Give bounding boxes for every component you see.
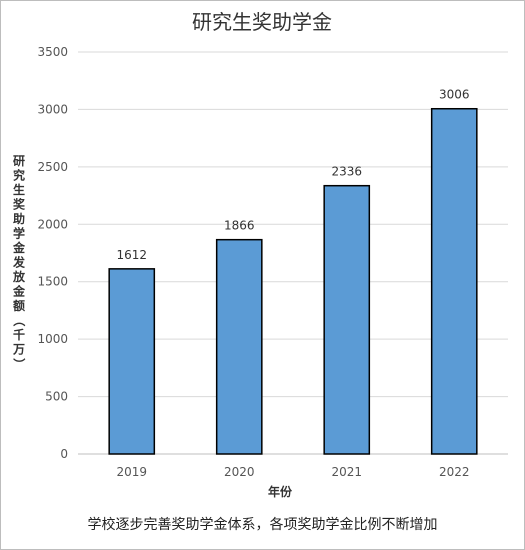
y-title-char: ）: [12, 358, 27, 370]
bars: [108, 107, 478, 455]
bar: [108, 268, 156, 455]
data-label: 1866: [224, 219, 255, 233]
y-tick-label: 3000: [37, 102, 68, 116]
x-tick-label: 2021: [331, 465, 362, 479]
y-title-char: 千: [13, 327, 25, 342]
y-tick-label: 0: [60, 447, 68, 461]
y-title-char: 生: [13, 182, 25, 197]
y-tick-label: 3500: [37, 45, 68, 59]
data-label: 2336: [331, 165, 362, 179]
y-axis-ticks: 0 500 1000 1500 2000 2500 3000 3500: [37, 45, 68, 461]
chart-title: 研究生奖助学金: [192, 10, 332, 34]
x-tick-label: 2020: [224, 465, 255, 479]
y-title-char: 金: [12, 240, 26, 255]
y-title-char: 万: [12, 343, 25, 357]
y-title-char: 研: [13, 154, 25, 168]
bar: [430, 107, 478, 455]
x-tick-label: 2022: [439, 465, 470, 479]
y-tick-label: 500: [45, 390, 68, 404]
y-title-char: 发: [12, 255, 26, 270]
y-tick-label: 1500: [37, 275, 68, 289]
bar: [215, 238, 263, 455]
y-title-char: 助: [13, 211, 25, 226]
y-title-char: 奖: [13, 197, 26, 212]
y-tick-label: 1000: [37, 332, 68, 346]
y-title-char: 学: [13, 226, 25, 241]
y-title-char: 金: [12, 284, 26, 299]
y-tick-label: 2000: [37, 217, 68, 231]
y-tick-label: 2500: [37, 160, 68, 174]
x-tick-label: 2019: [116, 465, 147, 479]
data-label: 1612: [116, 248, 147, 262]
y-title-char: 额: [13, 298, 25, 313]
bar: [323, 184, 371, 455]
y-title-char: 究: [13, 168, 25, 183]
x-axis-title: 年份: [268, 484, 293, 499]
x-axis-ticks: 2019 2020 2021 2022: [116, 465, 469, 479]
y-title-char: （: [12, 314, 27, 326]
data-labels: 1612 1866 2336 3006: [116, 88, 469, 262]
caption: 学校逐步完善奖助学金体系，各项奖助学金比例不断增加: [87, 517, 438, 533]
data-label: 3006: [439, 88, 470, 102]
y-title-char: 放: [12, 269, 26, 284]
